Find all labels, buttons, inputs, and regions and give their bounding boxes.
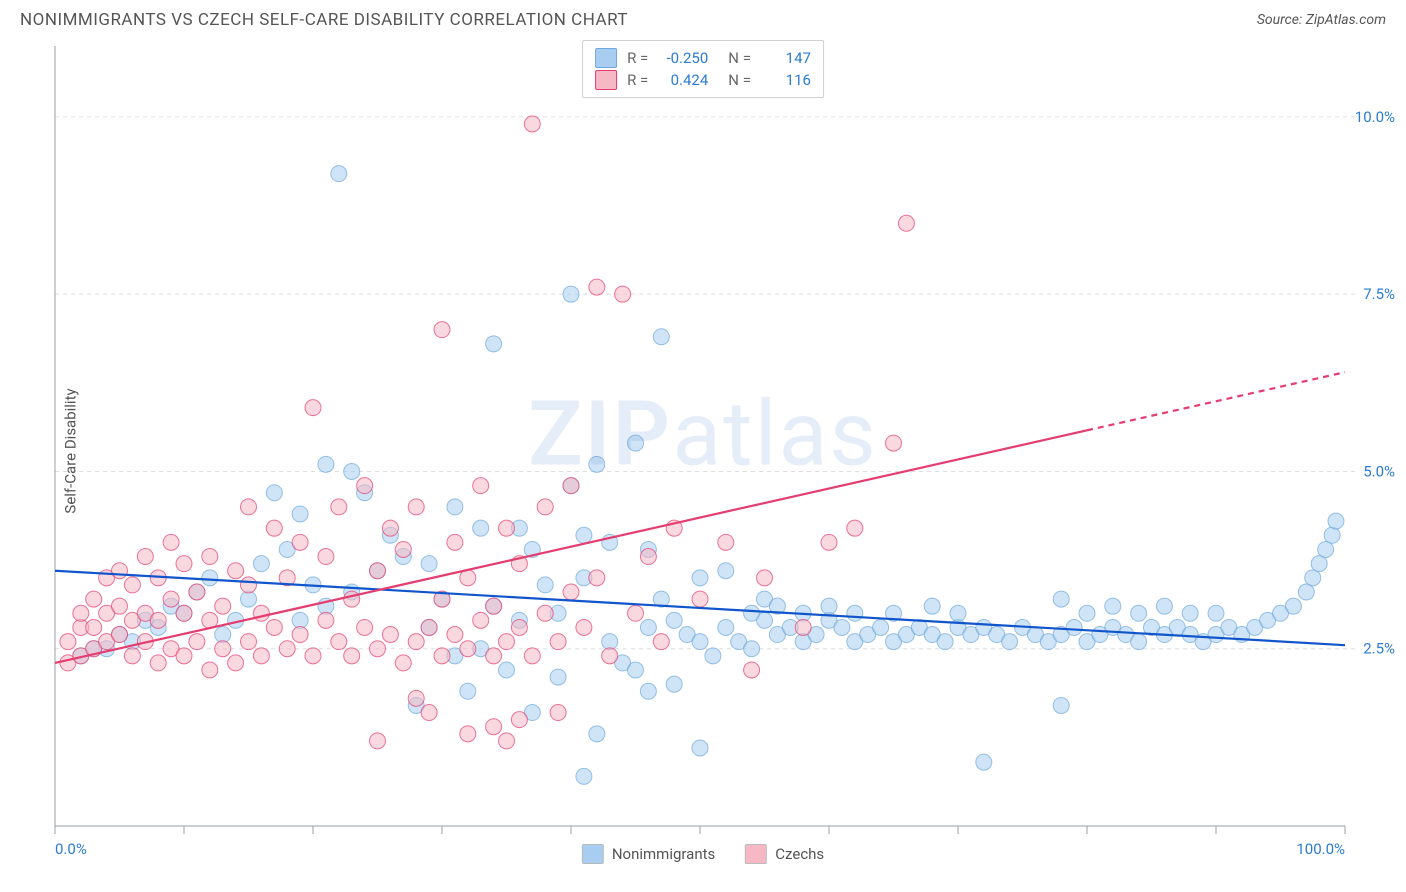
svg-text:7.5%: 7.5% (1363, 285, 1395, 303)
scatter-chart: 2.5% 5.0% 7.5% 10.0% 0.0% 100.0% (0, 36, 1406, 866)
series-nonimmigrants (73, 166, 1344, 785)
svg-text:100.0%: 100.0% (1296, 840, 1345, 858)
chart-header: NONIMMIGRANTS VS CZECH SELF-CARE DISABIL… (0, 0, 1406, 36)
svg-text:5.0%: 5.0% (1363, 462, 1395, 480)
series-czechs (60, 116, 915, 749)
stats-row-czechs: R =0.424N =116 (595, 69, 811, 91)
y-axis-label: Self-Care Disability (62, 388, 80, 513)
legend-item-czechs: Czechs (745, 844, 824, 864)
chart-title: NONIMMIGRANTS VS CZECH SELF-CARE DISABIL… (20, 10, 628, 30)
swatch-icon (745, 844, 767, 864)
stats-row-nonimmigrants: R =-0.250N =147 (595, 47, 811, 69)
svg-text:0.0%: 0.0% (55, 840, 87, 858)
stats-legend: R =-0.250N =147R =0.424N =116 (582, 40, 824, 98)
swatch-icon (595, 70, 617, 90)
source-credit: Source: ZipAtlas.com (1257, 12, 1386, 28)
series-legend: Nonimmigrants Czechs (582, 844, 824, 864)
svg-text:10.0%: 10.0% (1355, 108, 1395, 126)
swatch-icon (595, 48, 617, 68)
legend-item-nonimmigrants: Nonimmigrants (582, 844, 715, 864)
svg-text:2.5%: 2.5% (1363, 640, 1395, 658)
swatch-icon (582, 844, 604, 864)
chart-area: Self-Care Disability ZIPatlas 2.5%5.0%7.… (0, 36, 1406, 866)
